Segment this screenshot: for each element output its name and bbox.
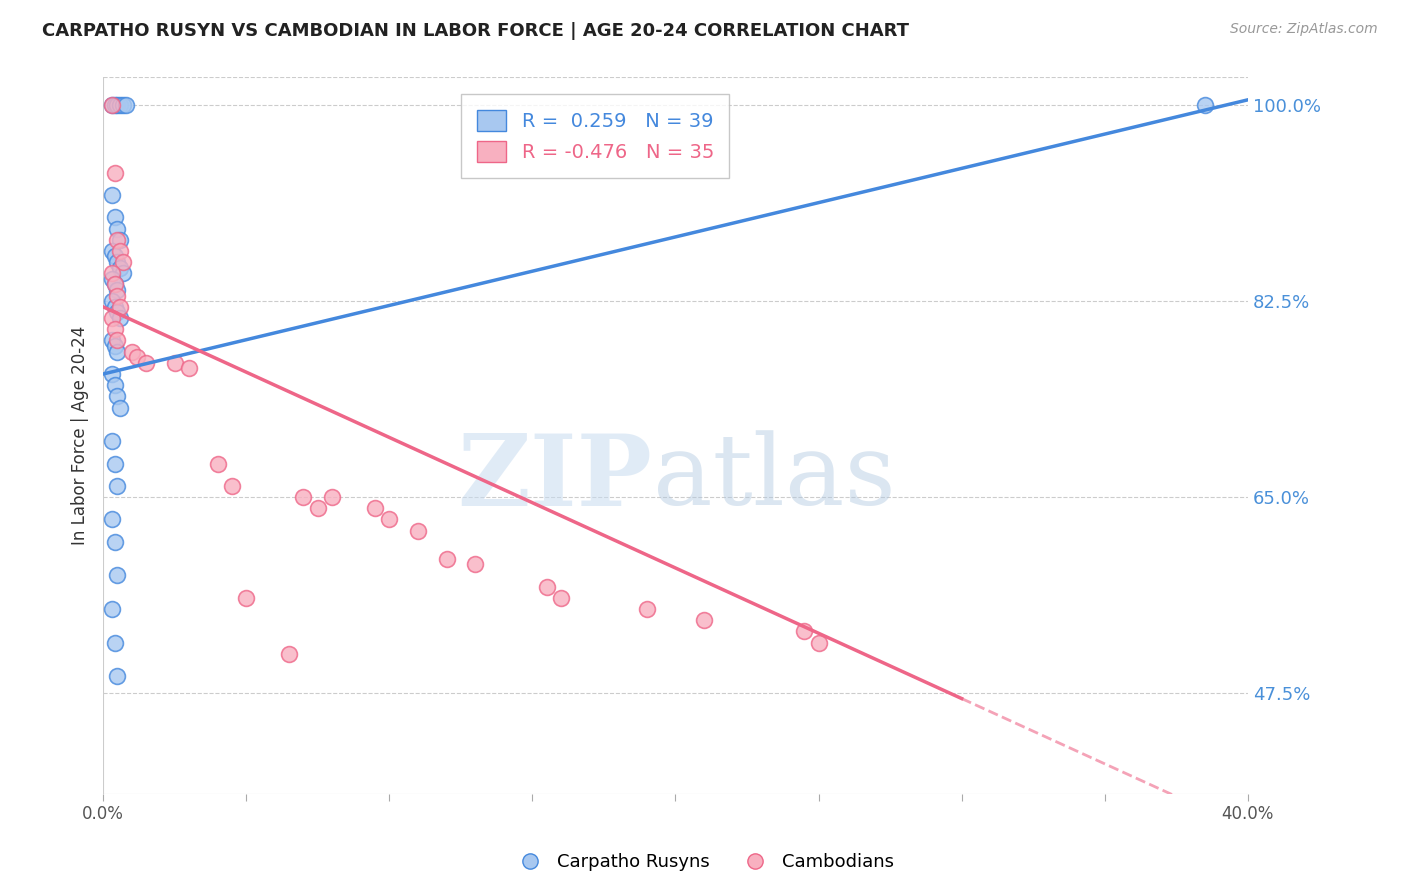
Point xyxy=(103,165,125,179)
Point xyxy=(177,361,200,376)
Point xyxy=(107,305,129,319)
Point xyxy=(107,283,129,297)
Point xyxy=(793,624,815,639)
Legend: Carpatho Rusyns, Cambodians: Carpatho Rusyns, Cambodians xyxy=(505,847,901,879)
Y-axis label: In Labor Force | Age 20-24: In Labor Force | Age 20-24 xyxy=(72,326,89,545)
Point xyxy=(110,260,132,275)
Point xyxy=(100,272,122,286)
Point xyxy=(100,512,122,526)
Point xyxy=(100,244,122,258)
Point xyxy=(110,311,132,326)
Point xyxy=(536,580,558,594)
Point xyxy=(100,334,122,348)
Point xyxy=(693,613,716,627)
Point xyxy=(163,356,186,370)
Point xyxy=(636,602,658,616)
Point xyxy=(107,389,129,403)
Point xyxy=(100,294,122,309)
Point xyxy=(107,669,129,683)
Point xyxy=(107,568,129,582)
Point xyxy=(107,98,129,112)
Point xyxy=(100,98,122,112)
Point xyxy=(107,255,129,269)
Point xyxy=(100,602,122,616)
Point xyxy=(464,558,486,572)
Point xyxy=(100,98,122,112)
Point xyxy=(436,551,458,566)
Point xyxy=(115,98,138,112)
Point xyxy=(110,233,132,247)
Point xyxy=(135,356,157,370)
Point xyxy=(107,221,129,235)
Point xyxy=(107,288,129,302)
Point xyxy=(107,233,129,247)
Point xyxy=(103,211,125,225)
Point xyxy=(1194,98,1216,112)
Point xyxy=(103,277,125,292)
Point xyxy=(221,479,243,493)
Point xyxy=(100,311,122,326)
Point xyxy=(107,479,129,493)
Text: Source: ZipAtlas.com: Source: ZipAtlas.com xyxy=(1230,22,1378,37)
Point xyxy=(100,367,122,381)
Point xyxy=(121,344,143,359)
Point xyxy=(103,534,125,549)
Point xyxy=(110,244,132,258)
Point xyxy=(550,591,572,605)
Point xyxy=(110,98,132,112)
Point xyxy=(103,250,125,264)
Point xyxy=(103,277,125,292)
Point xyxy=(103,339,125,353)
Point xyxy=(103,635,125,649)
Point xyxy=(103,378,125,392)
Point xyxy=(807,635,830,649)
Point xyxy=(103,98,125,112)
Point xyxy=(112,266,135,280)
Point xyxy=(110,300,132,314)
Point xyxy=(110,401,132,415)
Point xyxy=(207,457,229,471)
Point xyxy=(100,434,122,449)
Point xyxy=(100,266,122,280)
Point xyxy=(235,591,257,605)
Point xyxy=(292,490,315,504)
Text: atlas: atlas xyxy=(652,431,896,526)
Point xyxy=(112,255,135,269)
Text: CARPATHO RUSYN VS CAMBODIAN IN LABOR FORCE | AGE 20-24 CORRELATION CHART: CARPATHO RUSYN VS CAMBODIAN IN LABOR FOR… xyxy=(42,22,910,40)
Point xyxy=(127,350,149,364)
Point xyxy=(406,524,429,538)
Legend: R =  0.259   N = 39, R = -0.476   N = 35: R = 0.259 N = 39, R = -0.476 N = 35 xyxy=(461,95,730,178)
Point xyxy=(103,300,125,314)
Point xyxy=(100,188,122,202)
Point xyxy=(278,647,301,661)
Text: ZIP: ZIP xyxy=(458,430,652,527)
Point xyxy=(321,490,343,504)
Point xyxy=(103,322,125,336)
Point xyxy=(107,334,129,348)
Point xyxy=(307,501,329,516)
Point xyxy=(107,344,129,359)
Point xyxy=(364,501,387,516)
Point xyxy=(112,98,135,112)
Point xyxy=(378,512,401,526)
Point xyxy=(103,457,125,471)
